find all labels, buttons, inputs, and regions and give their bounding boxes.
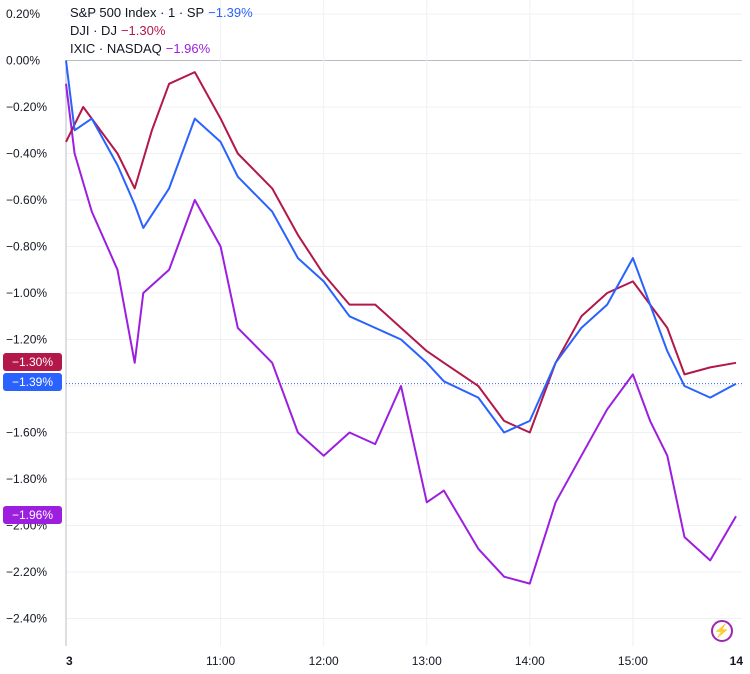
x-tick-label: 3 — [66, 654, 73, 668]
legend-item-dji[interactable]: DJI · DJ −1.30% — [70, 22, 253, 40]
y-tick-label: −0.40% — [6, 147, 47, 161]
series-line-dji — [65, 71, 737, 434]
y-tick-label: −1.80% — [6, 472, 47, 486]
legend-item-ixic[interactable]: IXIC · NASDAQ −1.96% — [70, 40, 253, 58]
y-tick-label: −0.60% — [6, 193, 47, 207]
x-tick-label: 11:00 — [206, 654, 235, 668]
y-tick-label: −1.60% — [6, 426, 47, 440]
y-tick-label: −2.20% — [6, 565, 47, 579]
series-line-spx — [65, 60, 737, 434]
last-value-tag-dji: −1.30% — [3, 353, 62, 371]
x-tick-label: 13:00 — [412, 654, 442, 668]
y-tick-label: −0.80% — [6, 240, 47, 254]
x-tick-label: 15:00 — [618, 654, 648, 668]
y-tick-label: 0.20% — [6, 7, 40, 21]
legend-name-spx: S&P 500 Index · 1 · SP — [70, 5, 205, 20]
x-axis: 3 11:00 12:00 13:00 14:00 15:00 14 — [66, 654, 743, 668]
lightning-bolt-icon[interactable]: ⚡ — [711, 620, 733, 642]
last-value-tag-spx: −1.39% — [3, 373, 62, 391]
legend: S&P 500 Index · 1 · SP −1.39% DJI · DJ −1.… — [70, 4, 253, 58]
legend-value-ixic: −1.96% — [165, 41, 211, 56]
legend-value-spx: −1.39% — [208, 5, 253, 20]
series-lines — [65, 60, 737, 585]
grid-lines — [65, 0, 742, 646]
y-tick-label: −1.00% — [6, 286, 47, 300]
y-axis: 0.20% 0.00% −0.20% −0.40% −0.60% −0.80% −1.00%… — [6, 7, 47, 626]
x-tick-label: 14:00 — [515, 654, 545, 668]
y-tick-label: 0.00% — [6, 54, 40, 68]
y-tick-label: −2.40% — [6, 612, 47, 626]
legend-name-ixic: IXIC · NASDAQ — [70, 41, 162, 56]
legend-name-dji: DJI · DJ — [70, 23, 117, 38]
legend-item-spx[interactable]: S&P 500 Index · 1 · SP −1.39% — [70, 4, 253, 22]
last-value-tag-ixic: −1.96% — [3, 506, 62, 524]
y-tick-label: −0.20% — [6, 100, 47, 114]
series-line-ixic — [65, 83, 737, 585]
legend-value-dji: −1.30% — [120, 23, 166, 38]
x-tick-label: 14 — [730, 654, 744, 668]
y-tick-label: −1.20% — [6, 333, 47, 347]
x-tick-label: 12:00 — [309, 654, 339, 668]
